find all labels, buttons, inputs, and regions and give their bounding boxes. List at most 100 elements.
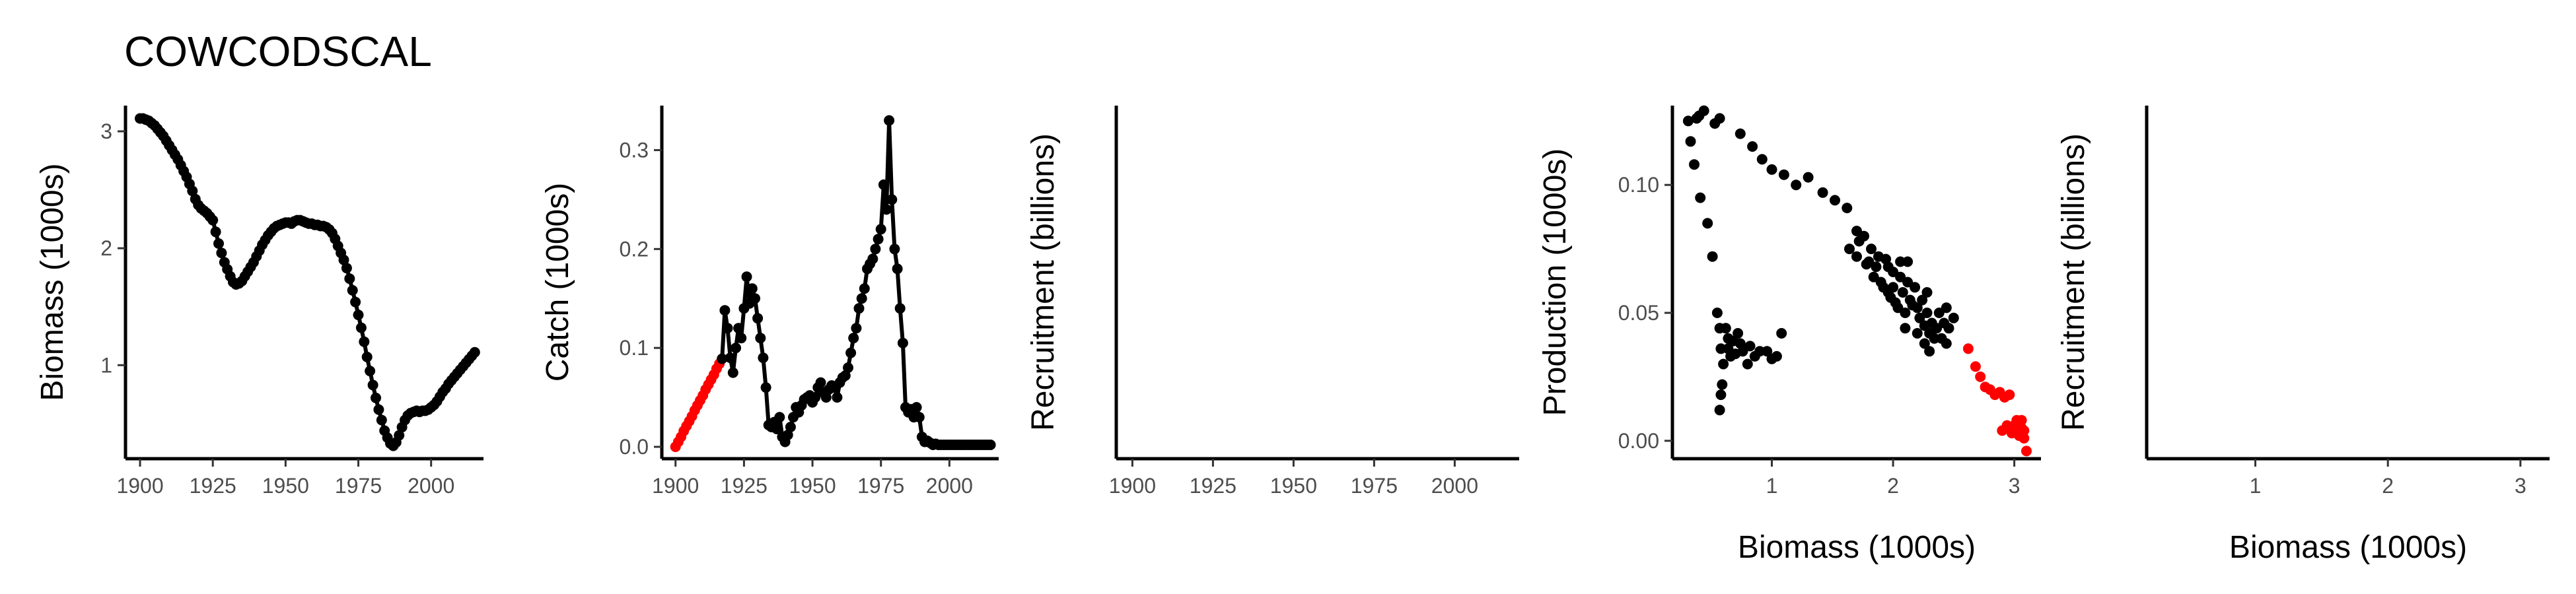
data-point bbox=[1803, 172, 1814, 183]
data-point bbox=[1717, 379, 1728, 390]
data-point bbox=[1914, 312, 1925, 323]
data-point bbox=[1685, 136, 1696, 147]
data-point bbox=[1902, 256, 1914, 267]
series-1 bbox=[1962, 343, 2032, 457]
x-tick-label: 1900 bbox=[116, 474, 163, 498]
data-point bbox=[1941, 338, 1952, 349]
data-point bbox=[1929, 333, 1940, 344]
data-point bbox=[1689, 159, 1699, 170]
data-point bbox=[1900, 323, 1911, 334]
data-point bbox=[344, 273, 355, 284]
y-tick-label: 0.3 bbox=[620, 138, 649, 162]
data-point bbox=[731, 343, 741, 354]
data-point bbox=[353, 310, 364, 321]
y-tick-label: 2 bbox=[100, 236, 112, 260]
series-0 bbox=[135, 113, 480, 451]
data-point bbox=[771, 424, 783, 434]
data-point bbox=[859, 283, 870, 294]
data-point bbox=[719, 305, 731, 316]
data-point bbox=[2011, 414, 2022, 426]
data-point bbox=[1733, 328, 1744, 339]
data-point bbox=[867, 253, 878, 265]
data-point bbox=[373, 404, 384, 415]
y-axis-label: Biomass (1000s) bbox=[35, 163, 70, 401]
series-line bbox=[720, 118, 991, 447]
data-point bbox=[894, 303, 906, 314]
data-point bbox=[216, 248, 227, 259]
data-point bbox=[2019, 425, 2030, 436]
data-point bbox=[1910, 282, 1921, 293]
data-point bbox=[1725, 350, 1736, 362]
y-axis-label: Catch (1000s) bbox=[540, 183, 575, 381]
data-point bbox=[810, 392, 821, 403]
data-point bbox=[2004, 389, 2015, 401]
data-point bbox=[760, 382, 771, 393]
data-point bbox=[1962, 343, 1974, 354]
data-point bbox=[1776, 328, 1787, 339]
x-axis-label: Biomass (1000s) bbox=[1738, 530, 1976, 565]
data-point bbox=[774, 412, 785, 423]
data-point bbox=[1735, 128, 1746, 139]
data-point bbox=[1791, 180, 1802, 191]
data-point bbox=[741, 271, 752, 282]
x-tick-label: 1950 bbox=[262, 474, 309, 498]
data-point bbox=[758, 352, 769, 364]
x-tick-label: 1900 bbox=[652, 474, 699, 498]
data-point bbox=[1943, 323, 1954, 334]
series-line bbox=[140, 116, 477, 448]
data-point bbox=[1711, 308, 1723, 318]
data-point bbox=[733, 323, 744, 334]
data-point bbox=[881, 204, 892, 215]
data-point bbox=[347, 284, 358, 296]
data-point bbox=[848, 333, 859, 344]
data-point bbox=[1917, 294, 1928, 306]
data-point bbox=[1941, 302, 1952, 314]
y-tick-label: 0.2 bbox=[620, 237, 649, 261]
data-point bbox=[1912, 328, 1923, 339]
data-point bbox=[875, 224, 886, 235]
data-point bbox=[725, 352, 736, 364]
data-point bbox=[1904, 294, 1915, 306]
y-tick-label: 0.0 bbox=[620, 435, 649, 459]
x-tick-label: 3 bbox=[2515, 474, 2526, 498]
data-point bbox=[394, 430, 405, 441]
data-point bbox=[752, 313, 764, 324]
data-point bbox=[1919, 338, 1930, 349]
data-point bbox=[1921, 308, 1933, 318]
data-point bbox=[750, 293, 760, 304]
data-point bbox=[1762, 346, 1773, 357]
data-point bbox=[1682, 116, 1694, 127]
data-point bbox=[845, 347, 857, 358]
x-tick-label: 2000 bbox=[1431, 474, 1478, 498]
data-point bbox=[815, 377, 826, 388]
panel-recruit_year: 1900 1925 1950 1975 2000 Recruitment (billion… bbox=[1026, 106, 1519, 498]
x-tick-label: 1925 bbox=[721, 474, 768, 498]
data-point bbox=[856, 293, 867, 304]
data-point bbox=[782, 430, 793, 440]
data-point bbox=[338, 254, 349, 265]
data-point bbox=[722, 323, 733, 334]
data-point bbox=[1897, 287, 1908, 298]
data-point bbox=[1895, 256, 1906, 267]
data-point bbox=[889, 244, 900, 255]
data-point bbox=[1921, 287, 1933, 298]
data-point bbox=[365, 366, 376, 377]
data-point bbox=[1747, 141, 1758, 152]
x-tick-label: 1925 bbox=[190, 474, 236, 498]
y-axis-label: Recruitment (billions) bbox=[1026, 133, 1061, 431]
data-point bbox=[1766, 164, 1777, 175]
data-point bbox=[1830, 195, 1840, 206]
data-point bbox=[851, 323, 862, 334]
x-tick-label: 3 bbox=[2009, 474, 2021, 498]
data-point bbox=[1744, 341, 1756, 352]
data-point bbox=[717, 353, 728, 364]
data-point bbox=[1875, 277, 1886, 288]
data-point bbox=[341, 263, 352, 274]
data-point bbox=[884, 115, 895, 126]
data-point bbox=[820, 392, 832, 403]
data-point bbox=[1698, 105, 1709, 116]
data-point bbox=[1912, 302, 1923, 314]
panel-catch: 1900 1925 1950 1975 2000 0.0 0.1 0.2 0.3 Catch (1… bbox=[540, 106, 999, 498]
data-point bbox=[361, 351, 373, 362]
data-point bbox=[1900, 308, 1911, 318]
